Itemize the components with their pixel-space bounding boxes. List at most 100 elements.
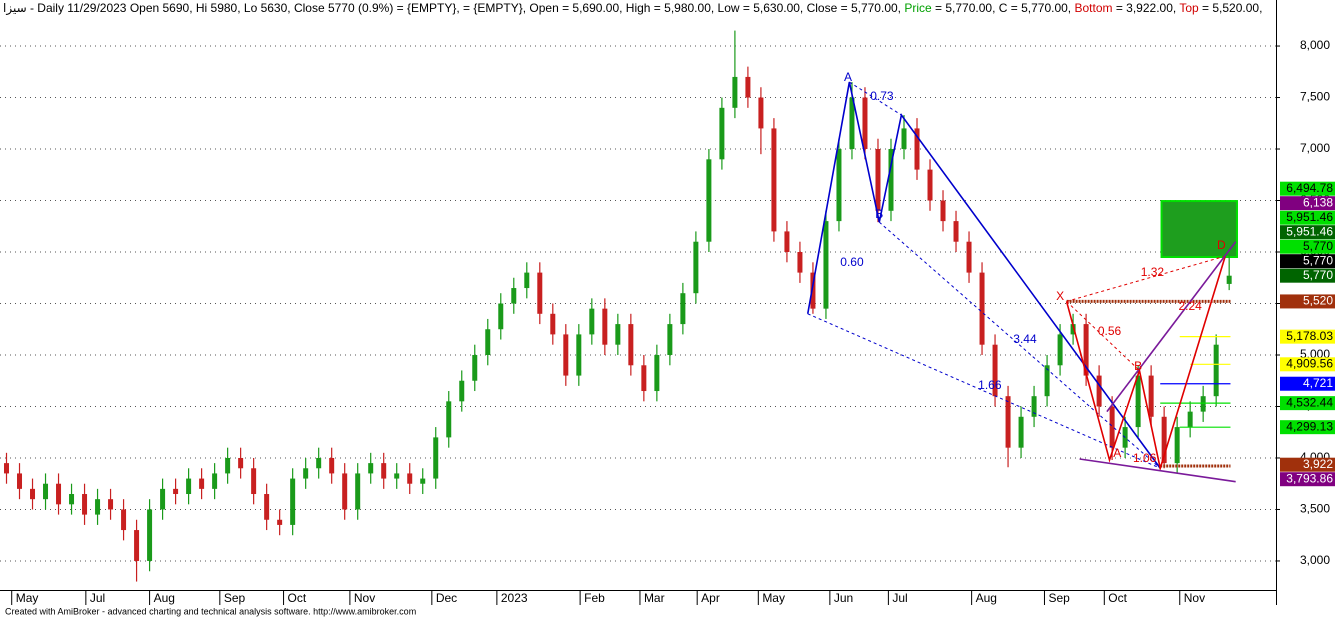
candle-body bbox=[82, 494, 88, 515]
x-tick-label: Aug bbox=[154, 591, 175, 605]
level-label-box bbox=[1280, 196, 1335, 211]
level-label-box bbox=[1280, 396, 1335, 411]
candle-body bbox=[1148, 375, 1154, 417]
x-tick-label: Sep bbox=[1048, 591, 1070, 605]
level-label: 4,532.44 bbox=[1286, 395, 1333, 409]
level-label-box bbox=[1280, 376, 1335, 391]
header: سيزا - Daily 11/29/2023 Open 5690, Hi 59… bbox=[3, 1, 1262, 16]
target-zone bbox=[1160, 200, 1238, 259]
level-label-box bbox=[1280, 294, 1335, 309]
candle-body bbox=[1187, 411, 1193, 428]
pattern-label: X bbox=[1056, 289, 1064, 303]
candle-body bbox=[524, 272, 530, 289]
candle-body bbox=[1109, 406, 1115, 448]
candle-body bbox=[303, 468, 309, 479]
pattern-line bbox=[1106, 241, 1237, 413]
candle-body bbox=[654, 354, 660, 392]
header-segment: = 3,922.00, bbox=[1112, 1, 1179, 15]
candle-body bbox=[147, 509, 153, 561]
level-label: 5,951.46 bbox=[1286, 224, 1333, 238]
candle-body bbox=[680, 293, 686, 325]
candle-body bbox=[368, 463, 374, 474]
candle-body bbox=[836, 149, 842, 222]
candle-body bbox=[784, 231, 790, 253]
candle-body bbox=[459, 380, 465, 402]
candle-body bbox=[1226, 275, 1232, 284]
pattern-line bbox=[878, 221, 1161, 469]
candle-body bbox=[1018, 416, 1024, 448]
candle-body bbox=[498, 303, 504, 330]
level-label: 6,138 bbox=[1303, 195, 1333, 209]
candle-body bbox=[56, 483, 62, 505]
candle-body bbox=[563, 334, 569, 376]
x-tick-label: 2023 bbox=[501, 591, 528, 605]
level-label-box bbox=[1280, 357, 1335, 372]
level-label: 6,494.78 bbox=[1286, 181, 1333, 195]
level-label-box bbox=[1280, 254, 1335, 269]
y-tick-label: 7,500 bbox=[1300, 90, 1330, 104]
plot-area: A 0.73 B 0.60 3.44 1.66 X 1.32 0.56 2.24 B A 1.06 D bbox=[4, 30, 1238, 582]
candle-body bbox=[355, 473, 361, 510]
candle-body bbox=[160, 488, 166, 510]
candle-body bbox=[134, 530, 140, 561]
level-label-box bbox=[1280, 268, 1335, 283]
pattern-label: 0.56 bbox=[1098, 324, 1122, 338]
candle-body bbox=[719, 107, 725, 160]
candle-body bbox=[4, 463, 10, 474]
pattern-label: A bbox=[844, 70, 852, 84]
candle-body bbox=[121, 509, 127, 531]
candle-body bbox=[238, 457, 244, 469]
candle-body bbox=[1200, 396, 1206, 412]
candle-body bbox=[745, 76, 751, 98]
candle-body bbox=[173, 488, 179, 495]
level-label: 3,922 bbox=[1303, 457, 1333, 471]
candle-body bbox=[667, 324, 673, 355]
level-label: 4,909.56 bbox=[1286, 356, 1333, 370]
candle-body bbox=[1057, 334, 1063, 366]
candle-body bbox=[849, 97, 855, 150]
x-tick-label: Jul bbox=[90, 591, 105, 605]
candle-body bbox=[108, 499, 114, 510]
x-tick-label: Oct bbox=[1108, 591, 1127, 605]
candle-body bbox=[810, 272, 816, 309]
candle-body bbox=[17, 473, 23, 489]
y-tick-label: 3,000 bbox=[1300, 553, 1330, 567]
candle-body bbox=[43, 483, 49, 500]
y-tick-label: 3,500 bbox=[1300, 502, 1330, 516]
candle-body bbox=[433, 437, 439, 479]
candle-body bbox=[446, 401, 452, 438]
x-tick-label: Jun bbox=[834, 591, 853, 605]
candle-body bbox=[1213, 344, 1219, 397]
level-label: 5,770 bbox=[1303, 239, 1333, 253]
pattern-line bbox=[1066, 301, 1140, 371]
candle-body bbox=[927, 169, 933, 201]
pattern-line bbox=[1065, 255, 1227, 472]
pattern-label: D bbox=[1217, 238, 1226, 252]
candle-body bbox=[979, 272, 985, 345]
candle-body bbox=[732, 76, 738, 108]
candle-body bbox=[381, 463, 387, 479]
level-label: 4,299.13 bbox=[1286, 419, 1333, 433]
x-tick-label: Oct bbox=[288, 591, 307, 605]
candle-body bbox=[407, 473, 413, 484]
candle-body bbox=[602, 308, 608, 345]
x-tick-label: Dec bbox=[436, 591, 457, 605]
candle-body bbox=[30, 488, 36, 500]
level-label: 5,520 bbox=[1303, 294, 1333, 308]
candle-body bbox=[1135, 375, 1141, 428]
pattern-label: B bbox=[1134, 359, 1142, 373]
x-tick-label: Nov bbox=[354, 591, 375, 605]
candle-body bbox=[576, 334, 582, 376]
candle-body bbox=[394, 473, 400, 479]
candle-body bbox=[589, 308, 595, 335]
candle-body bbox=[758, 97, 764, 129]
pattern-label: B bbox=[875, 207, 883, 221]
candle-body bbox=[1096, 375, 1102, 407]
x-tick-label: Sep bbox=[224, 591, 246, 605]
candle-body bbox=[212, 473, 218, 489]
level-label: 5,951.46 bbox=[1286, 210, 1333, 224]
candle-body bbox=[199, 478, 205, 489]
x-tick-label: Jul bbox=[892, 591, 907, 605]
pattern-line bbox=[806, 81, 1161, 469]
